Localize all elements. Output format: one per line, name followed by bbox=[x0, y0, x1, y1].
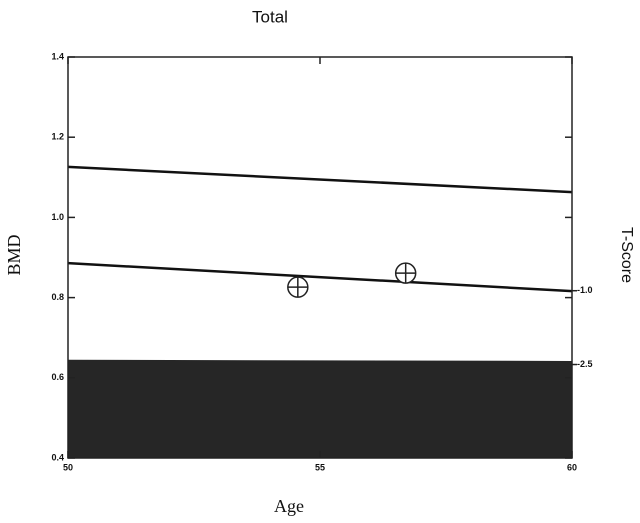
reference-area bbox=[68, 359, 572, 458]
x-tick-label: 60 bbox=[567, 462, 577, 472]
chart-title: Total bbox=[252, 7, 288, 26]
measurement-point bbox=[287, 276, 309, 298]
x-tick-label: 55 bbox=[315, 462, 325, 472]
y-axis-label: BMD bbox=[4, 234, 24, 275]
y-tick-label: 0.6 bbox=[51, 372, 64, 382]
y2-tick-label: -2.5 bbox=[577, 359, 593, 369]
x-tick-label: 50 bbox=[63, 462, 73, 472]
y-tick-label: 0.8 bbox=[51, 292, 64, 302]
reference-line bbox=[67, 261, 573, 293]
reference-line bbox=[67, 165, 573, 194]
y-tick-label: 0.4 bbox=[51, 452, 64, 462]
y-tick-label: 1.2 bbox=[51, 132, 64, 142]
y-tick-label: 1.4 bbox=[51, 51, 64, 61]
measurement-point bbox=[394, 262, 417, 284]
y-tick-label: 1.0 bbox=[51, 212, 64, 222]
x-axis-label: Age bbox=[274, 496, 304, 516]
y2-tick-label: -1.0 bbox=[577, 285, 593, 295]
y2-axis-label: T-Score bbox=[618, 227, 635, 283]
